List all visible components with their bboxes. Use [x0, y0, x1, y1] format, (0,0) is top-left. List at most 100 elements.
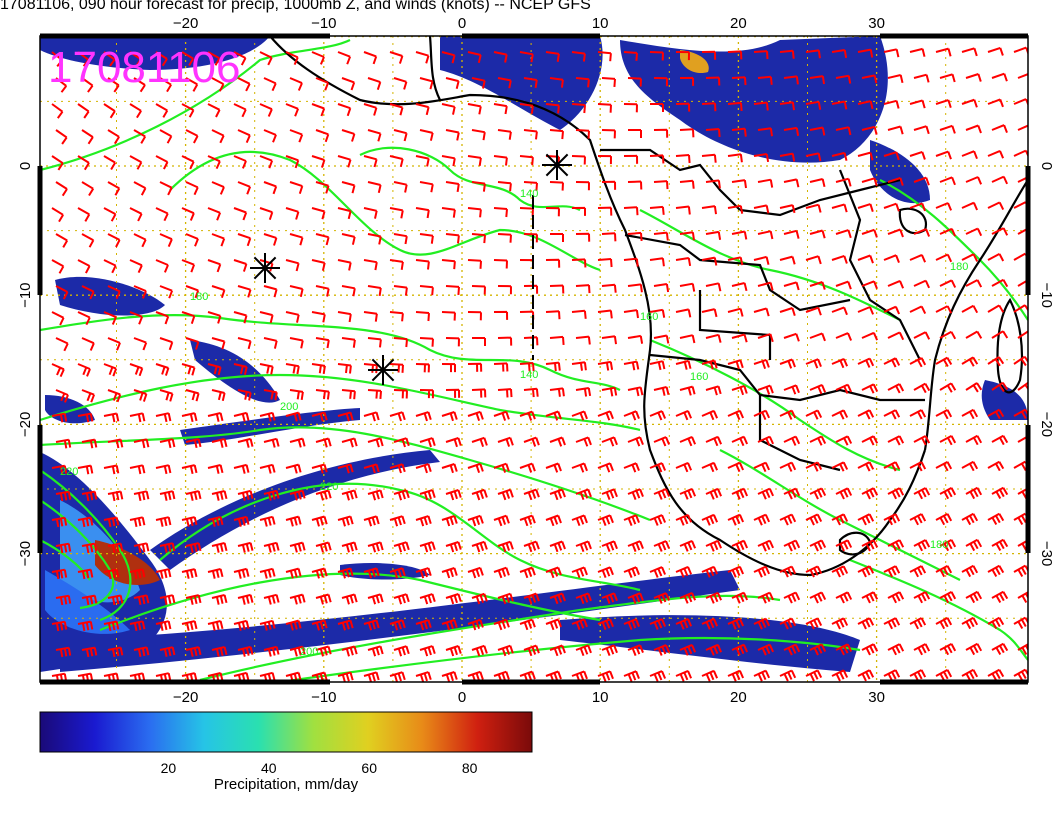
wind-barb-856 [571, 618, 588, 631]
wind-barb-340 [987, 253, 1005, 262]
wind-barb-207 [497, 181, 512, 192]
wind-barb-515 [601, 386, 618, 397]
wind-barb-781 [597, 566, 614, 578]
wind-barb-632 [675, 461, 693, 473]
wind-barb-492 [987, 356, 1005, 367]
wind-barb-358 [471, 285, 486, 295]
wind-barb-256 [779, 204, 796, 214]
wind-barb-875 [81, 646, 98, 658]
wind-barb-249 [597, 206, 613, 216]
wind-barb-774 [415, 567, 432, 579]
wind-barb-275 [289, 233, 304, 246]
wind-barb-169 [493, 155, 508, 166]
wind-barb-676 [835, 487, 853, 500]
wind-barb-923 [337, 671, 354, 682]
wind-barb-745 [653, 540, 671, 552]
wind-barb-288 [627, 231, 643, 241]
wind-barb-361 [549, 284, 565, 294]
wind-barb-359 [497, 285, 512, 295]
wind-barbs [51, 46, 1028, 682]
wind-barb-28 [779, 49, 795, 59]
wind-barb-874 [55, 646, 72, 658]
wind-barb-750 [783, 539, 801, 552]
wind-barb-443 [705, 333, 722, 343]
wind-barb-134 [575, 129, 590, 139]
contour-220-south [159, 482, 641, 592]
wind-barb-630 [623, 462, 640, 473]
wind-barb-661 [445, 489, 462, 501]
wind-barb-555 [649, 410, 667, 421]
contour-label-4: 220 [320, 481, 338, 493]
wind-barb-321 [493, 259, 508, 269]
wind-barb-164 [363, 155, 378, 168]
wind-barb-477 [597, 360, 614, 371]
wind-barb-182 [831, 151, 848, 161]
wind-barb-479 [649, 360, 666, 371]
wind-barb-688 [155, 516, 172, 527]
wind-barb-940 [779, 669, 797, 682]
wind-barb-181 [805, 152, 822, 162]
wind-barb-147 [913, 125, 930, 135]
wind-barb-793 [909, 565, 927, 578]
wind-barb-498 [159, 389, 174, 402]
wind-barb-625 [493, 462, 510, 473]
wind-barb-298 [887, 228, 904, 238]
wind-barb-350 [263, 285, 278, 298]
wind-barb-116 [107, 129, 120, 145]
wind-barb-600 [835, 435, 853, 446]
wind-barb-629 [597, 462, 614, 473]
wind-barb-343 [81, 285, 95, 300]
wind-barb-605 [965, 434, 983, 446]
wind-barb-289 [653, 231, 669, 241]
wind-barb-549 [493, 410, 510, 421]
wind-barb-386 [207, 311, 222, 324]
wind-barb-235 [233, 207, 248, 221]
wind-barb-385 [181, 311, 196, 325]
wind-barb-863 [753, 617, 771, 630]
wind-barb-583 [393, 437, 410, 448]
wind-barb-927 [441, 671, 458, 682]
wind-barb-42 [159, 77, 172, 93]
wind-barb-388 [259, 311, 274, 324]
wind-barb-157 [181, 155, 195, 170]
wind-barb-564 [883, 409, 901, 420]
wind-barb-27 [753, 50, 769, 60]
lon-label-top-0: −20 [173, 15, 198, 32]
wind-barb-570 [55, 438, 72, 449]
wind-barb-631 [649, 462, 667, 473]
wind-barb-433 [445, 337, 460, 347]
wind-barb-791 [857, 565, 875, 578]
wind-barb-677 [861, 487, 879, 500]
wind-barb-200 [315, 181, 330, 194]
wind-barb-146 [887, 125, 904, 135]
wind-barb-604 [939, 435, 957, 446]
colorbar-label: Precipitation, mm/day [214, 776, 359, 793]
precip-streak-north [180, 408, 360, 445]
wind-barb-669 [653, 488, 671, 500]
wind-barb-362 [575, 284, 591, 294]
wind-barb-457 [77, 363, 91, 377]
wind-barb-908 [939, 643, 957, 656]
wind-barb-136 [628, 129, 642, 138]
wind-barb-186 [935, 150, 952, 160]
wind-barb-540 [259, 411, 276, 422]
wind-barb-57 [549, 77, 564, 88]
wind-barb-440 [627, 334, 644, 344]
height-contours [40, 39, 1028, 682]
lat-label-left-0: 0 [17, 162, 34, 170]
wind-barb-924 [363, 671, 380, 682]
wind-barb-309 [181, 259, 196, 273]
wind-barb-849 [389, 619, 406, 631]
wind-barb-258 [831, 203, 848, 213]
wind-barb-304 [51, 259, 65, 274]
wind-barb-26 [727, 50, 743, 60]
wind-barb-582 [367, 437, 384, 448]
wind-barb-706 [623, 514, 640, 526]
wind-barb-620 [363, 463, 380, 474]
wind-barb-332 [779, 255, 796, 265]
wind-barb-467 [337, 363, 352, 374]
precip-top-left [40, 36, 270, 70]
wind-barb-259 [857, 203, 874, 213]
wind-barb-618 [311, 463, 328, 474]
